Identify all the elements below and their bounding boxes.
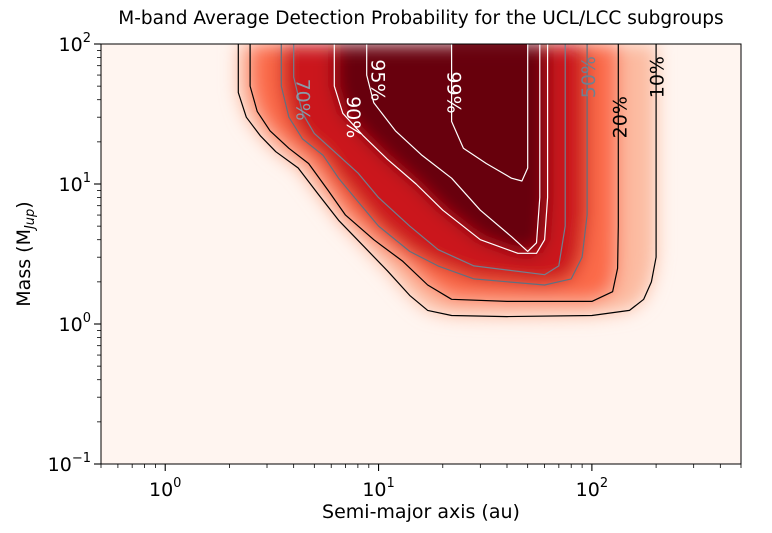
contour-line-20pct: [249, 44, 619, 302]
x-tick-label: 102: [576, 476, 608, 501]
probability-core-fill: [451, 44, 528, 181]
contour-line-10pct: [237, 44, 657, 318]
y-axis-ticks: 10−1 100 101 102: [48, 31, 101, 476]
y-tick-label: 100: [59, 311, 91, 336]
x-axis-label: Semi-major axis (au): [322, 501, 520, 523]
contour-label-90pct: 90%: [342, 96, 364, 138]
contour-line-50pct: [280, 44, 588, 286]
contour-line-90pct: [333, 44, 549, 254]
y-tick-label: 102: [59, 31, 91, 56]
contour-label-20pct: 20%: [609, 96, 631, 138]
chart-title: M-band Average Detection Probability for…: [118, 8, 723, 29]
contour-label-50pct: 50%: [578, 56, 600, 98]
y-tick-label: 10−1: [48, 451, 91, 476]
probability-fill-layer: [238, 44, 657, 317]
contour-label-95pct: 95%: [367, 59, 389, 101]
y-axis-label: Mass (MJup): [13, 201, 38, 306]
contour-line-95pct: [366, 44, 541, 252]
x-axis-ticks: 100 101 102: [100, 464, 742, 501]
contour-label-10pct: 10%: [646, 56, 668, 98]
x-tick-label: 100: [149, 476, 181, 501]
contour-label-70pct: 70%: [291, 79, 313, 121]
x-tick-label: 101: [362, 476, 394, 501]
contour-line-99pct: [451, 44, 529, 182]
contour-label-99pct: 99%: [443, 71, 465, 113]
y-tick-label: 101: [59, 171, 91, 196]
plot-frame: [100, 43, 742, 465]
contour-labels: 70% 90%95% 99% 50% 20% 10%: [291, 56, 668, 138]
contour-line-70pct: [293, 44, 566, 276]
contour-lines: [237, 44, 657, 318]
